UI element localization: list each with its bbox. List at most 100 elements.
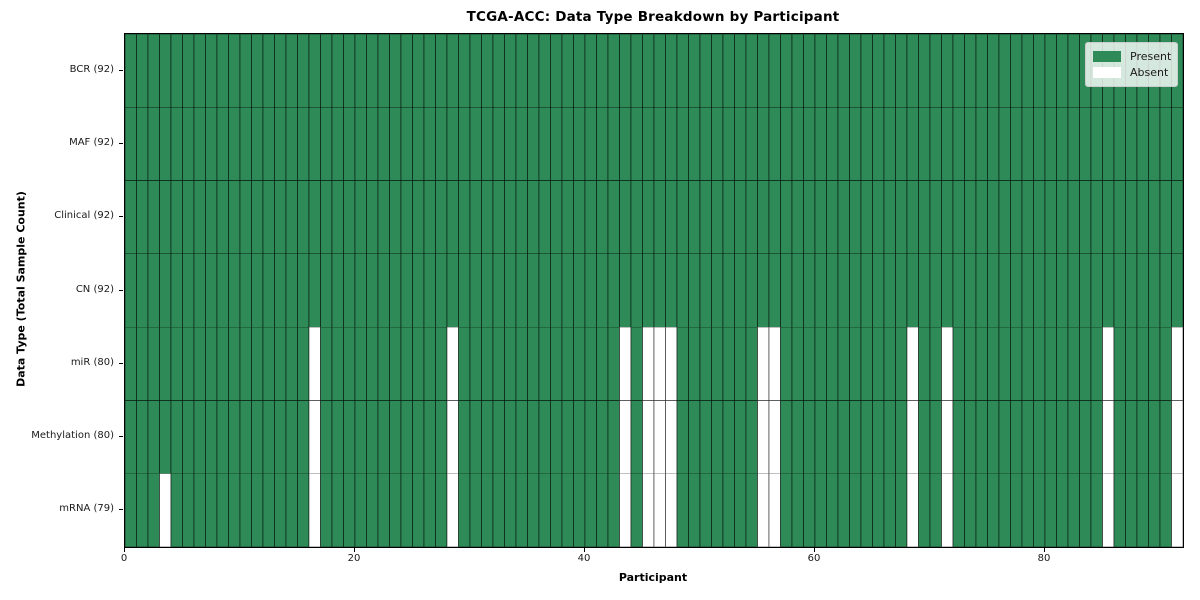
heatmap-cell xyxy=(722,473,735,547)
heatmap-cell xyxy=(1159,180,1172,255)
heatmap-cell xyxy=(941,326,954,401)
heatmap-cell xyxy=(791,473,804,547)
heatmap-cell xyxy=(872,180,885,255)
heatmap-cell xyxy=(642,180,655,255)
heatmap-cell xyxy=(780,180,793,255)
heatmap-cell xyxy=(860,34,873,108)
heatmap-cell xyxy=(607,180,620,255)
heatmap-cell xyxy=(527,106,540,181)
heatmap-cell xyxy=(492,180,505,255)
heatmap-cell xyxy=(170,326,183,401)
heatmap-cell xyxy=(147,34,160,108)
heatmap-cell xyxy=(653,34,666,108)
heatmap-cell xyxy=(251,400,264,475)
heatmap-cell xyxy=(504,326,517,401)
heatmap-cell xyxy=(538,34,551,108)
heatmap-cell xyxy=(964,400,977,475)
heatmap-cell xyxy=(1159,400,1172,475)
heatmap-cell xyxy=(182,400,195,475)
heatmap-cell xyxy=(1125,473,1138,547)
heatmap-cell xyxy=(573,180,586,255)
heatmap-cell xyxy=(1010,326,1023,401)
x-tick-mark xyxy=(1044,548,1045,552)
heatmap-cell xyxy=(596,34,609,108)
heatmap-cell xyxy=(297,34,310,108)
heatmap-cell xyxy=(251,106,264,181)
heatmap-cell xyxy=(435,106,448,181)
heatmap-cell xyxy=(699,400,712,475)
heatmap-cell xyxy=(584,106,597,181)
heatmap-cell xyxy=(653,180,666,255)
heatmap-cell xyxy=(331,180,344,255)
heatmap-cell xyxy=(918,473,931,547)
heatmap-cell xyxy=(170,473,183,547)
heatmap-cell xyxy=(561,400,574,475)
heatmap-cell xyxy=(584,326,597,401)
heatmap-cells xyxy=(125,34,1183,547)
heatmap-cell xyxy=(929,180,942,255)
heatmap-cell xyxy=(941,253,954,328)
heatmap-cell xyxy=(987,326,1000,401)
heatmap-cell xyxy=(964,326,977,401)
heatmap-cell xyxy=(780,253,793,328)
heatmap-cell xyxy=(446,253,459,328)
heatmap-cell xyxy=(354,106,367,181)
heatmap-cell xyxy=(964,180,977,255)
heatmap-cell xyxy=(435,180,448,255)
heatmap-cell xyxy=(504,400,517,475)
heatmap-cell xyxy=(1079,180,1092,255)
heatmap-cell xyxy=(285,400,298,475)
heatmap-cell xyxy=(343,180,356,255)
heatmap-cell xyxy=(768,473,781,547)
heatmap-cell xyxy=(791,34,804,108)
heatmap-cell xyxy=(504,473,517,547)
heatmap-cell xyxy=(423,34,436,108)
heatmap-cell xyxy=(688,473,701,547)
heatmap-cell xyxy=(607,400,620,475)
heatmap-cell xyxy=(1010,180,1023,255)
heatmap-cell xyxy=(676,180,689,255)
heatmap-cell xyxy=(941,473,954,547)
heatmap-cell xyxy=(642,106,655,181)
legend-label-present: Present xyxy=(1130,50,1172,63)
heatmap-cell xyxy=(929,326,942,401)
heatmap-cell xyxy=(906,253,919,328)
heatmap-cell xyxy=(734,473,747,547)
heatmap-cell xyxy=(458,473,471,547)
heatmap-cell xyxy=(354,400,367,475)
heatmap-cell xyxy=(676,326,689,401)
heatmap-cell xyxy=(872,400,885,475)
heatmap-cell xyxy=(481,473,494,547)
heatmap-cell xyxy=(193,326,206,401)
heatmap-cell xyxy=(538,326,551,401)
heatmap-cell xyxy=(952,400,965,475)
heatmap-cell xyxy=(653,253,666,328)
heatmap-cell xyxy=(285,326,298,401)
heatmap-cell xyxy=(297,180,310,255)
heatmap-cell xyxy=(320,253,333,328)
heatmap-cell xyxy=(1090,326,1103,401)
heatmap-cell xyxy=(757,180,770,255)
heatmap-cell xyxy=(193,106,206,181)
heatmap-cell xyxy=(1125,326,1138,401)
heatmap-cell xyxy=(688,253,701,328)
heatmap-cell xyxy=(722,34,735,108)
heatmap-cell xyxy=(228,400,241,475)
heatmap-cell xyxy=(366,473,379,547)
heatmap-cell xyxy=(159,180,172,255)
heatmap-cell xyxy=(400,106,413,181)
heatmap-cell xyxy=(504,253,517,328)
heatmap-cell xyxy=(515,473,528,547)
heatmap-cell xyxy=(1033,253,1046,328)
heatmap-cell xyxy=(561,180,574,255)
heatmap-cell xyxy=(699,106,712,181)
heatmap-cell xyxy=(803,34,816,108)
heatmap-cell xyxy=(584,473,597,547)
heatmap-cell xyxy=(987,106,1000,181)
heatmap-cell xyxy=(872,34,885,108)
heatmap-cell xyxy=(1102,106,1115,181)
absent-swatch xyxy=(1093,67,1121,78)
heatmap-cell xyxy=(768,400,781,475)
heatmap-cell xyxy=(630,326,643,401)
heatmap-cell xyxy=(538,400,551,475)
